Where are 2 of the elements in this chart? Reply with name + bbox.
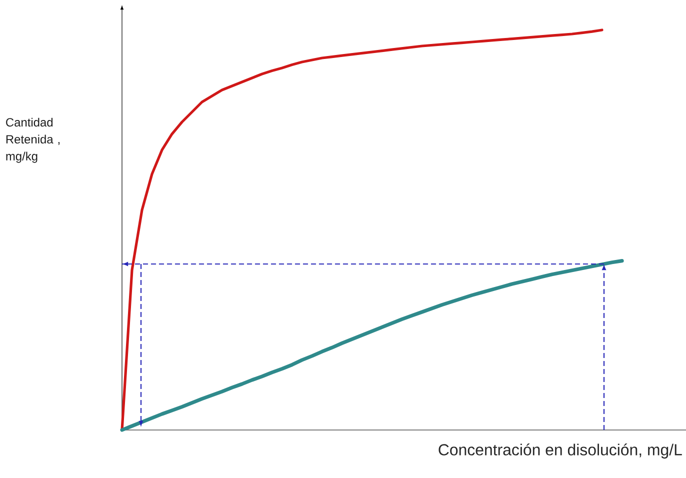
- x-axis-title: Concentración en disolución, mg/L: [438, 444, 682, 459]
- y-axis-title: Cantidad Retenida , mg/kg: [6, 118, 60, 163]
